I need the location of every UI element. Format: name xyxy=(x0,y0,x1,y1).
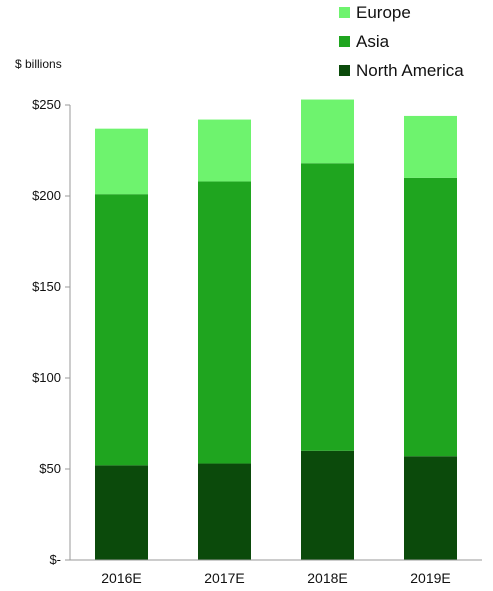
y-tick-label: $- xyxy=(49,552,61,567)
bar-europe-2018e xyxy=(301,99,354,164)
y-axis: $- $50 $100 $150 $200 $250 xyxy=(32,97,71,567)
y-tick-label: $150 xyxy=(32,279,61,294)
bar-europe-2016e xyxy=(95,128,148,195)
bar-north-america-2016e xyxy=(95,465,148,560)
legend-label-asia: Asia xyxy=(356,32,390,51)
bar-north-america-2018e xyxy=(301,450,354,560)
legend-swatch-north-america xyxy=(339,65,350,76)
y-tick-label: $100 xyxy=(32,370,61,385)
legend: Europe Asia North America xyxy=(339,3,464,80)
y-tick-label: $250 xyxy=(32,97,61,112)
bar-asia-2017e xyxy=(198,181,251,464)
bars xyxy=(95,99,457,560)
bar-europe-2017e xyxy=(198,119,251,182)
legend-swatch-europe xyxy=(339,7,350,18)
x-axis: 2016E 2017E 2018E 2019E xyxy=(70,559,482,586)
bar-north-america-2019e xyxy=(404,456,457,560)
y-tick-label: $50 xyxy=(39,461,61,476)
x-tick-label: 2017E xyxy=(204,570,244,586)
bar-asia-2018e xyxy=(301,163,354,451)
legend-label-north-america: North America xyxy=(356,61,464,80)
bar-asia-2016e xyxy=(95,194,148,466)
bar-europe-2019e xyxy=(404,115,457,178)
y-axis-label: $ billions xyxy=(15,57,62,71)
legend-swatch-asia xyxy=(339,36,350,47)
x-tick-label: 2016E xyxy=(101,570,141,586)
x-tick-label: 2019E xyxy=(410,570,450,586)
bar-asia-2019e xyxy=(404,177,457,457)
legend-label-europe: Europe xyxy=(356,3,411,22)
y-tick-label: $200 xyxy=(32,188,61,203)
x-tick-label: 2018E xyxy=(307,570,347,586)
bar-north-america-2017e xyxy=(198,463,251,560)
